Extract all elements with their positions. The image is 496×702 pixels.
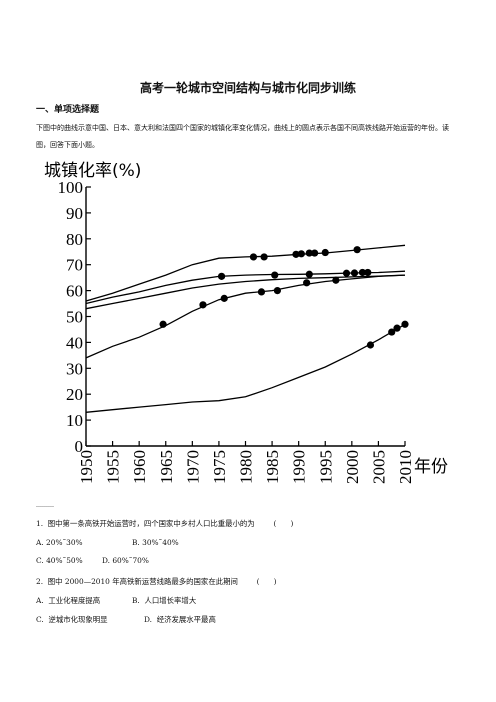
y-tick-label: 90 — [66, 204, 83, 223]
x-tick-label: 1960 — [130, 450, 149, 484]
x-tick-label: 1970 — [183, 450, 202, 484]
x-tick-label: 2005 — [369, 450, 388, 484]
q2-option-b: B. 人口增长率增大 — [132, 596, 197, 605]
x-tick-label: 1965 — [157, 450, 176, 484]
rail-start-marker — [321, 248, 329, 257]
q1-option-a: A. 20%˜30% — [36, 538, 83, 547]
section-heading: 一、单项选择题 — [36, 105, 100, 115]
x-tick-label: 1950 — [77, 450, 96, 484]
rail-start-marker — [271, 271, 279, 279]
q1-option-d: D. 60%˜70% — [102, 556, 149, 565]
rail-start-marker — [220, 294, 228, 302]
document-title: 高考一轮城市空间结构与城市化同步训练 — [139, 81, 356, 95]
rail-start-marker — [260, 253, 268, 261]
x-tick-label: 2000 — [343, 450, 362, 484]
q1-option-b: B. 30%˜40% — [132, 538, 179, 547]
q2-option-c: C. 逆城市化现象明显 — [36, 615, 108, 624]
rail-start-marker — [249, 253, 258, 261]
rail-start-marker — [364, 268, 372, 277]
question-intro: 下图中的曲线示意中国、日本、意大利和法国四个国家的城镇化率变化情况，曲线上的圆点… — [36, 124, 449, 149]
y-tick-label: 100 — [58, 178, 84, 197]
rail-start-marker — [358, 268, 367, 277]
rail-start-marker — [305, 270, 313, 278]
x-tick-label: 1980 — [237, 450, 256, 484]
rail-start-marker — [393, 324, 401, 332]
series-line-5 — [85, 323, 406, 413]
y-tick-label: 70 — [66, 256, 83, 275]
rail-start-marker — [159, 320, 167, 328]
x-tick-label: 1985 — [263, 450, 282, 484]
y-tick-label: 80 — [66, 230, 83, 249]
q2-option-a: A. 工业化程度提高 — [36, 596, 101, 605]
y-tick-label: 20 — [66, 385, 83, 404]
y-tick-label: 50 — [66, 308, 83, 327]
series-line-2 — [85, 270, 406, 305]
rail-start-marker — [199, 301, 207, 309]
rail-start-marker — [273, 287, 281, 295]
rail-start-marker — [388, 328, 396, 336]
rail-start-marker — [303, 279, 311, 287]
y-tick-label: 0 — [75, 437, 84, 456]
question-2: 2. 图中 2000—2010 年高铁新运营线路最多的国家在此期间 ( ) — [36, 577, 277, 586]
x-tick-label: 1995 — [316, 450, 335, 484]
x-tick-label: 1955 — [104, 450, 123, 484]
rail-start-marker — [297, 250, 305, 258]
urbanization-chart: 0 10 20 30 40 50 60 70 80 90 100 1950 1955 1960 1965 19… — [44, 161, 448, 484]
x-tick-label: 1975 — [210, 450, 229, 484]
rail-start-marker — [401, 320, 409, 328]
series-line-3 — [85, 274, 406, 310]
rail-start-marker — [342, 269, 351, 277]
y-tick-label: 10 — [66, 411, 83, 430]
rail-start-marker — [353, 246, 361, 254]
q2-option-d: D. 经济发展水平最高 — [144, 615, 216, 624]
series-line-4 — [85, 274, 406, 359]
rail-start-marker — [257, 288, 266, 296]
x-axis-label: 年份 — [414, 457, 448, 477]
rail-start-marker — [217, 272, 226, 280]
y-tick-label: 60 — [66, 282, 83, 301]
series-line-1 — [85, 244, 406, 302]
separator-dots: ……… — [36, 502, 54, 509]
x-tick-label: 2010 — [396, 450, 415, 484]
y-axis-label: 城镇化率(%) — [44, 161, 141, 181]
rail-start-marker — [292, 250, 300, 258]
rail-start-marker — [332, 276, 340, 284]
question-1: 1. 图中第一条高铁开始运营时，四个国家中乡村人口比重最小的为 ( ) — [36, 519, 294, 528]
y-tick-label: 30 — [66, 359, 83, 378]
y-tick-label: 40 — [66, 333, 83, 352]
rail-start-marker — [305, 249, 313, 257]
rail-start-marker — [366, 341, 375, 349]
rail-start-marker — [311, 249, 319, 257]
x-tick-label: 1990 — [290, 450, 309, 484]
rail-start-marker — [350, 269, 359, 277]
q1-option-c: C. 40%˜50% — [36, 556, 83, 565]
